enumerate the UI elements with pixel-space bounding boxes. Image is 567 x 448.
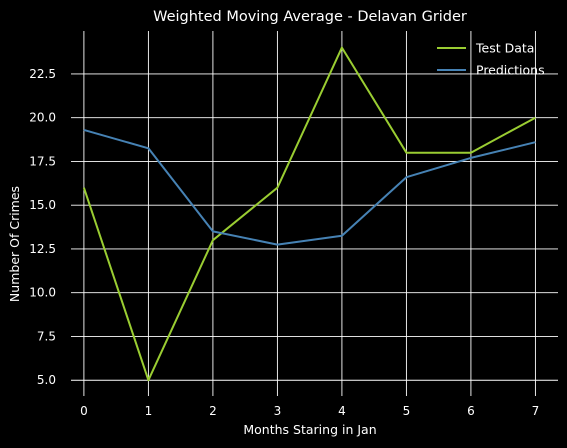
y-tick-label: 10.0 [29, 286, 56, 300]
series-line-1 [83, 128, 536, 246]
grid [71, 31, 558, 396]
series-line-0 [82, 46, 536, 382]
series-lines [82, 46, 536, 382]
x-tick-label: 0 [80, 404, 88, 418]
legend-label-0: Test Data [475, 41, 534, 56]
y-tick-label: 22.5 [29, 67, 56, 81]
y-tick-label: 7.5 [37, 329, 56, 343]
x-tick-label: 5 [403, 404, 411, 418]
y-tick-label: 17.5 [29, 154, 56, 168]
x-tick-label: 3 [274, 404, 282, 418]
y-tick-labels: 5.0 7.5 10.0 12.5 15.0 17.5 20.0 22.5 [29, 67, 56, 387]
x-tick-labels: 0 1 2 3 4 5 6 7 [80, 404, 539, 418]
legend: Test Data Predictions [437, 41, 545, 78]
x-tick-label: 2 [209, 404, 217, 418]
x-tick-label: 6 [467, 404, 475, 418]
y-axis-label: Number Of Crimes [7, 186, 22, 302]
legend-label-1: Predictions [476, 63, 545, 78]
x-axis-label: Months Staring in Jan [243, 422, 376, 437]
y-tick-label: 12.5 [29, 242, 56, 256]
chart-title: Weighted Moving Average - Delavan Grider [153, 9, 467, 25]
y-tick-label: 5.0 [37, 373, 56, 387]
y-tick-label: 15.0 [29, 198, 56, 212]
x-tick-label: 7 [532, 404, 540, 418]
x-tick-label: 1 [145, 404, 153, 418]
x-tick-label: 4 [338, 404, 346, 418]
y-tick-label: 20.0 [29, 111, 56, 125]
